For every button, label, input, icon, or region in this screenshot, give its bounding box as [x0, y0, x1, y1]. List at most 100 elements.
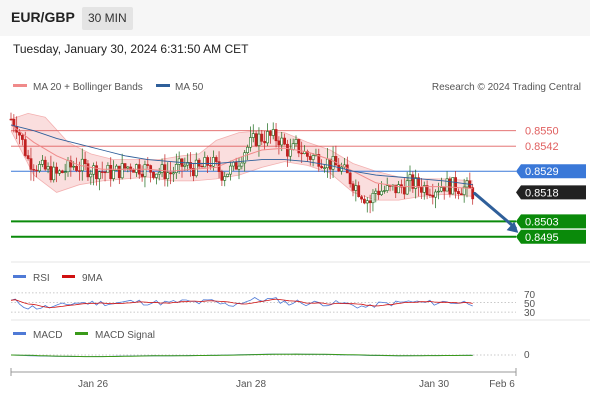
candle-body: [83, 158, 87, 165]
candle-body: [400, 184, 403, 188]
candle-body: [169, 172, 173, 175]
candle-body: [334, 156, 338, 166]
candle-body: [354, 185, 358, 191]
candle-body: [249, 137, 252, 148]
candle-body: [140, 173, 144, 177]
support-tag-bg: [516, 229, 586, 244]
candle-body: [75, 165, 78, 171]
candle-body: [192, 168, 195, 177]
macd-panel: [10, 353, 516, 358]
candle-body: [457, 191, 460, 195]
header-bar: EUR/GBP 30 MIN: [0, 0, 590, 36]
x-tick-jan-28: Jan 28: [236, 379, 266, 390]
candle-body: [348, 172, 352, 185]
candle-body: [414, 177, 418, 189]
candle-body: [323, 167, 326, 169]
candle-body: [385, 185, 389, 191]
candle-body: [109, 165, 113, 179]
candle-body: [266, 131, 269, 144]
candle-body: [428, 194, 432, 196]
timeframe-button[interactable]: 30 MIN: [82, 7, 133, 30]
candle-body: [126, 166, 130, 169]
candle-body: [397, 184, 401, 194]
candle-body: [149, 165, 153, 173]
candle-body: [32, 169, 36, 171]
candle-body: [20, 134, 24, 140]
legend-rsi-label: RSI: [33, 273, 50, 284]
ma50-line: [10, 124, 473, 186]
candle-body: [360, 196, 363, 200]
candle-body: [454, 177, 458, 192]
candle-body: [69, 160, 73, 168]
candle-body: [277, 140, 281, 146]
timestamp: Tuesday, January 30, 2024 6:31:50 AM CET: [13, 42, 249, 56]
candle-body: [143, 164, 147, 177]
candle-body: [445, 178, 449, 192]
candle-body: [103, 171, 107, 174]
candle-body: [274, 129, 278, 142]
candle-body: [183, 164, 187, 167]
candle-body: [209, 165, 212, 167]
candle-body: [63, 171, 67, 174]
rsi-panel: [10, 292, 516, 313]
candle-body: [439, 187, 443, 192]
macd-signal-line: [10, 353, 473, 358]
candle-body: [374, 190, 378, 194]
x-tick-jan-30: Jan 30: [419, 379, 449, 390]
candle-body: [23, 139, 27, 156]
pivot-tag-text: 0.8529: [525, 166, 559, 178]
candle-body: [220, 171, 224, 181]
candle-body: [308, 156, 312, 160]
candle-body: [172, 172, 175, 175]
candle-body: [89, 173, 93, 178]
candle-body: [97, 171, 101, 180]
forecast-arrow-head: [506, 221, 519, 233]
bollinger-upper: [10, 112, 473, 182]
candle-body: [35, 169, 39, 172]
candle-body: [58, 170, 61, 174]
candle-body: [371, 193, 375, 204]
candle-body: [123, 163, 127, 169]
candle-body: [340, 166, 344, 172]
candle-body: [60, 170, 64, 174]
candle-body: [115, 165, 118, 171]
legend-macd-label: MACD: [33, 330, 62, 341]
candlesticks: [9, 112, 475, 214]
candle-body: [365, 200, 369, 204]
legend-9ma-label: 9MA: [82, 273, 103, 284]
candle-body: [106, 165, 110, 173]
candle-body: [200, 165, 204, 168]
forecast-arrow-shaft: [473, 191, 517, 230]
candle-body: [368, 200, 372, 204]
candle-body: [26, 155, 30, 159]
candle-body: [211, 157, 215, 167]
rsi-9ma-line: [10, 298, 473, 309]
candle-body: [29, 158, 33, 170]
candle-body: [291, 143, 295, 150]
candle-body: [434, 191, 438, 198]
candle-body: [18, 131, 21, 136]
candle-body: [112, 170, 116, 179]
candle-body: [160, 164, 164, 173]
candle-body: [203, 157, 207, 168]
candle-body: [146, 164, 150, 166]
candle-body: [297, 139, 301, 154]
candle-body: [43, 159, 47, 170]
candle-body: [300, 152, 304, 155]
candle-body: [186, 162, 190, 166]
candle-body: [425, 185, 429, 195]
legend-ma50-label: MA 50: [175, 82, 204, 93]
resistance-tag-text: 0.8542: [525, 141, 559, 153]
candle-body: [194, 159, 198, 177]
candle-body: [331, 156, 335, 170]
level-tags: 0.8550 0.8542 0.8529 0.8518 0.8503 0.8495: [516, 126, 586, 244]
candle-body: [154, 173, 158, 178]
candle-body: [214, 157, 218, 162]
candle-body: [80, 158, 84, 172]
last-price-tag-bg: [516, 185, 586, 200]
candle-body: [163, 164, 167, 180]
candle-body: [462, 186, 466, 195]
legend-ma50-swatch: [156, 84, 170, 87]
candle-body: [132, 169, 135, 173]
